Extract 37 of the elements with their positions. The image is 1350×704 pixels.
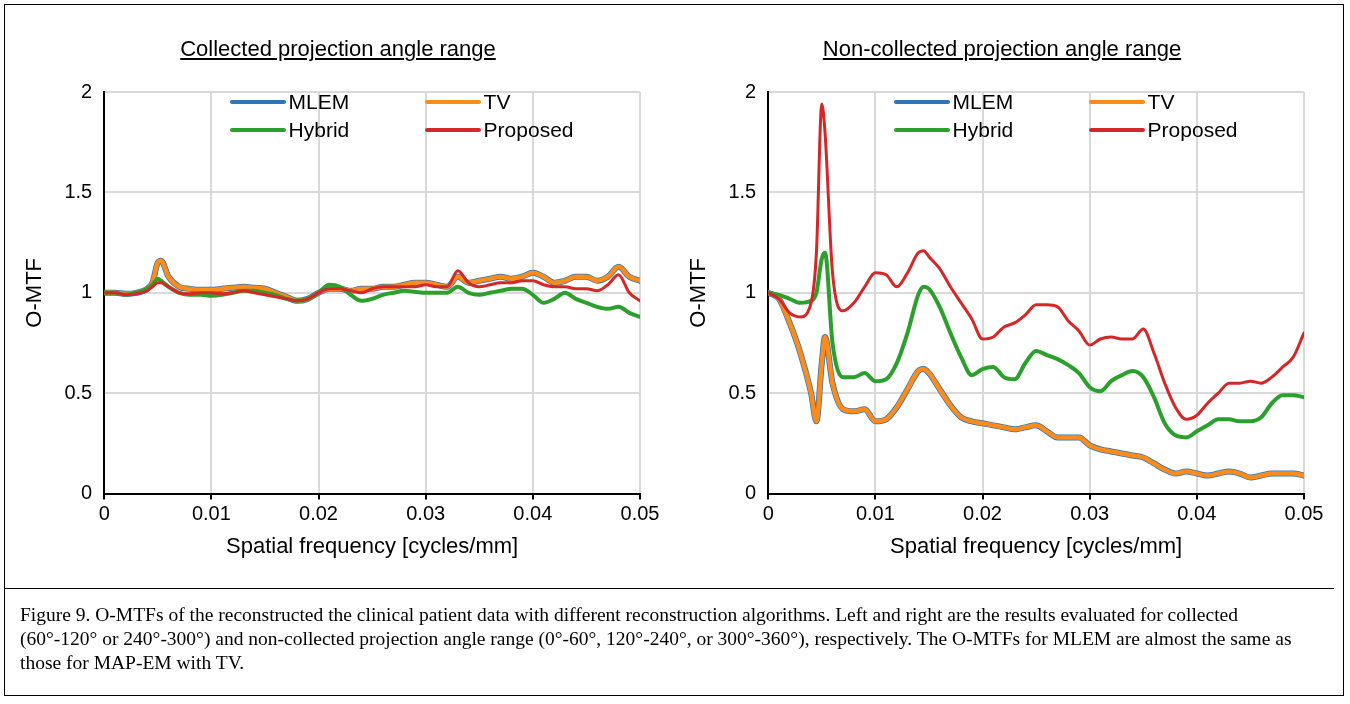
y-tick-label: 0.5 <box>728 380 757 403</box>
x-tick-label: 0.04 <box>1177 502 1217 525</box>
y-tick-label: 2 <box>745 79 757 102</box>
x-tick-label: 0.01 <box>855 502 895 525</box>
y-axis-title: O-MTF <box>21 257 47 328</box>
chart-title: Non-collected projection angle range <box>821 36 1183 62</box>
y-tick-label: 2 <box>81 79 93 102</box>
legend-label: Proposed <box>1147 118 1238 142</box>
x-tick-label: 0.05 <box>620 502 660 525</box>
x-tick-label: 0 <box>762 502 774 525</box>
y-tick-label: 1 <box>81 280 93 303</box>
x-tick-label: 0.03 <box>1070 502 1110 525</box>
x-tick-label: 0.02 <box>963 502 1002 525</box>
caption: Figure 9. O-MTFs of the reconstructed the clinical patient data with different reconstruction algorithms. Left and right are the results evaluated for collected (60°-120° or 240°-300°) and non-collected projection angle range (0°-60°, 120°-240°, or 300°-360°), respectively. The O-MTFs for MLEM are almost the same as those for MAP-EM with TV. <box>4 588 1334 675</box>
y-tick-label: 0.5 <box>64 380 93 403</box>
x-tick-label: 0.03 <box>406 502 446 525</box>
legend-label: MLEM <box>288 90 350 114</box>
y-tick-label: 0 <box>81 481 93 504</box>
x-axis-title: Spatial frequency [cycles/mm] <box>225 532 519 558</box>
legend-label: TV <box>483 90 511 114</box>
x-tick-label: 0 <box>98 502 110 525</box>
x-tick-label: 0.04 <box>513 502 553 525</box>
y-tick-label: 1 <box>745 280 757 303</box>
x-tick-label: 0.02 <box>299 502 338 525</box>
chart-title: Collected projection angle range <box>179 36 497 62</box>
x-axis-title: Spatial frequency [cycles/mm] <box>889 532 1183 558</box>
y-tick-label: 1.5 <box>64 179 93 202</box>
y-tick-label: 0 <box>745 481 757 504</box>
y-axis-title: O-MTF <box>685 257 711 328</box>
legend-label: Hybrid <box>288 118 350 142</box>
legend-label: Proposed <box>483 118 574 142</box>
x-tick-label: 0.05 <box>1284 502 1324 525</box>
legend-label: MLEM <box>952 90 1014 114</box>
y-tick-label: 1.5 <box>728 179 757 202</box>
legend-label: TV <box>1147 90 1175 114</box>
legend-label: Hybrid <box>952 118 1014 142</box>
x-tick-label: 0.01 <box>191 502 231 525</box>
